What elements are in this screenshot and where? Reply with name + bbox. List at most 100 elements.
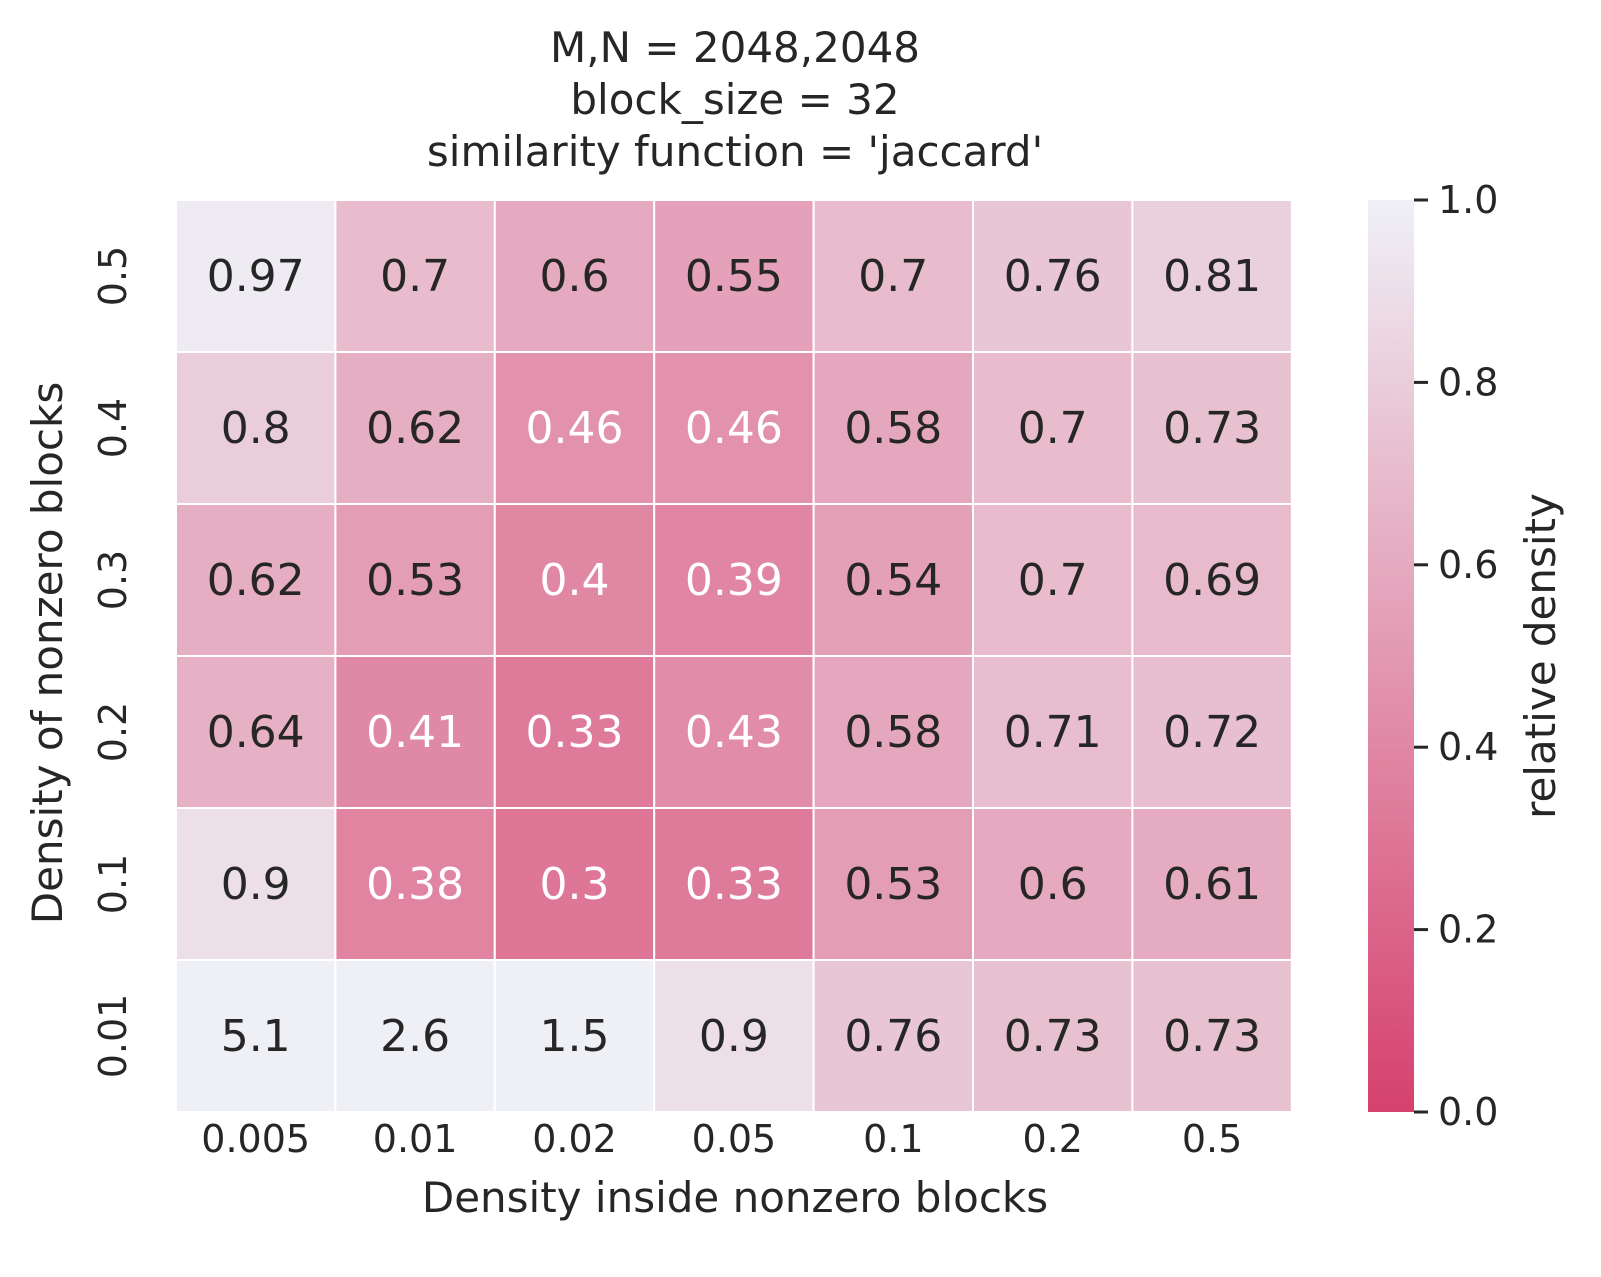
heatmap-cell — [653, 959, 815, 1113]
heatmap-cell — [1131, 959, 1293, 1113]
heatmap-cell — [334, 959, 496, 1113]
heatmap-cell — [1131, 503, 1293, 657]
x-tick-labels: 0.005 0.01 0.02 0.05 0.1 0.2 0.5 — [201, 1117, 1242, 1161]
cell-value-label: 5.1 — [221, 1011, 291, 1062]
chart-title: M,N = 2048,2048 block_size = 32 similari… — [427, 23, 1043, 176]
cell-value-label: 0.9 — [699, 1011, 769, 1062]
colorbar-gradient — [1368, 200, 1414, 1112]
title-line-2: block_size = 32 — [570, 75, 899, 124]
cell-value-label: 0.33 — [685, 859, 783, 910]
heatmap-cell — [175, 959, 337, 1113]
heatmap-cell — [653, 199, 815, 353]
heatmap-cell — [175, 807, 337, 961]
cell-value-label: 0.76 — [844, 1011, 942, 1062]
colorbar-tick-label: 0.4 — [1438, 725, 1498, 769]
heatmap-cell — [334, 503, 496, 657]
x-tick-label: 0.02 — [532, 1117, 617, 1161]
y-tick-label: 0.1 — [91, 854, 135, 914]
y-tick-label: 0.5 — [91, 246, 135, 306]
cell-value-label: 0.7 — [380, 251, 450, 302]
cell-value-label: 0.7 — [858, 251, 928, 302]
cell-value-label: 0.72 — [1163, 707, 1261, 758]
cell-value-label: 0.3 — [540, 859, 610, 910]
heatmap-cell — [334, 199, 496, 353]
cell-value-label: 0.43 — [685, 707, 783, 758]
heatmap-cell — [1131, 655, 1293, 809]
heatmap-cells — [175, 199, 1293, 1113]
colorbar-ticks: 0.0 0.2 0.4 0.6 0.8 1.0 — [1414, 178, 1498, 1134]
x-tick-label: 0.005 — [201, 1117, 310, 1161]
cell-value-label: 0.62 — [207, 555, 305, 606]
title-line-3: similarity function = 'jaccard' — [427, 127, 1043, 176]
y-tick-labels: 0.5 0.4 0.3 0.2 0.1 0.01 — [91, 246, 135, 1079]
cell-value-label: 0.97 — [207, 251, 305, 302]
cell-value-label: 0.54 — [844, 555, 942, 606]
heatmap-cell — [812, 959, 974, 1113]
y-tick-label: 0.2 — [91, 702, 135, 762]
heatmap-cell — [812, 199, 974, 353]
heatmap-cell — [175, 655, 337, 809]
heatmap-cell — [653, 655, 815, 809]
cell-value-label: 0.81 — [1163, 251, 1261, 302]
cell-value-label: 0.69 — [1163, 555, 1261, 606]
cell-value-label: 0.71 — [1004, 707, 1102, 758]
cell-value-label: 0.39 — [685, 555, 783, 606]
heatmap-cell — [493, 807, 656, 961]
cell-value-label: 0.58 — [844, 403, 942, 454]
colorbar-label: relative density — [1516, 493, 1565, 819]
heatmap-cell — [493, 503, 656, 657]
cell-value-label: 0.41 — [366, 707, 464, 758]
cell-value-label: 0.53 — [844, 859, 942, 910]
cell-value-label: 0.46 — [685, 403, 783, 454]
heatmap-cell — [175, 199, 337, 353]
y-axis-label: Density of nonzero blocks — [23, 382, 72, 924]
cell-value-label: 0.6 — [540, 251, 610, 302]
heatmap-cell — [1131, 351, 1293, 505]
x-tick-label: 0.1 — [863, 1117, 923, 1161]
cell-value-label: 0.7 — [1018, 403, 1088, 454]
cell-value-label: 0.73 — [1004, 1011, 1102, 1062]
cell-value-label: 0.61 — [1163, 859, 1261, 910]
x-axis-label: Density inside nonzero blocks — [422, 1173, 1048, 1222]
cell-value-label: 0.4 — [540, 555, 610, 606]
cell-value-label: 0.7 — [1018, 555, 1088, 606]
cell-value-label: 0.33 — [526, 707, 624, 758]
heatmap-cell — [812, 351, 974, 505]
x-tick-label: 0.01 — [373, 1117, 458, 1161]
heatmap-cell — [653, 503, 815, 657]
cell-value-label: 0.58 — [844, 707, 942, 758]
cell-value-label: 0.73 — [1163, 1011, 1261, 1062]
x-tick-label: 0.2 — [1022, 1117, 1082, 1161]
title-line-1: M,N = 2048,2048 — [550, 23, 920, 72]
y-tick-label: 0.4 — [91, 398, 135, 458]
x-tick-label: 0.5 — [1182, 1117, 1242, 1161]
heatmap-cell-labels: 0.97 0.7 0.6 0.55 0.7 0.76 0.81 0.8 0.62 0.46 0.46… — [207, 251, 1261, 1062]
heatmap-cell — [493, 351, 656, 505]
heatmap-cell — [493, 199, 656, 353]
heatmap-cell — [972, 503, 1134, 657]
heatmap-cell — [972, 655, 1134, 809]
heatmap-cell — [972, 351, 1134, 505]
heatmap-cell — [334, 655, 496, 809]
cell-value-label: 2.6 — [380, 1011, 450, 1062]
heatmap-cell — [972, 199, 1134, 353]
colorbar-tick-label: 0.2 — [1438, 908, 1498, 952]
colorbar: 0.0 0.2 0.4 0.6 0.8 1.0 relative density — [1368, 178, 1565, 1134]
cell-value-label: 0.6 — [1018, 859, 1088, 910]
cell-value-label: 0.55 — [685, 251, 783, 302]
cell-value-label: 0.76 — [1004, 251, 1102, 302]
cell-value-label: 0.8 — [221, 403, 291, 454]
cell-value-label: 0.9 — [221, 859, 291, 910]
heatmap-cell — [1131, 807, 1293, 961]
colorbar-tick-label: 0.8 — [1438, 360, 1498, 404]
cell-value-label: 0.62 — [366, 403, 464, 454]
colorbar-tick-label: 1.0 — [1438, 178, 1498, 222]
x-tick-label: 0.05 — [692, 1117, 777, 1161]
cell-value-label: 0.64 — [207, 707, 305, 758]
cell-value-label: 0.73 — [1163, 403, 1261, 454]
heatmap-cell — [812, 503, 974, 657]
heatmap-cell — [972, 959, 1134, 1113]
cell-value-label: 0.46 — [526, 403, 624, 454]
heatmap-cell — [175, 351, 337, 505]
